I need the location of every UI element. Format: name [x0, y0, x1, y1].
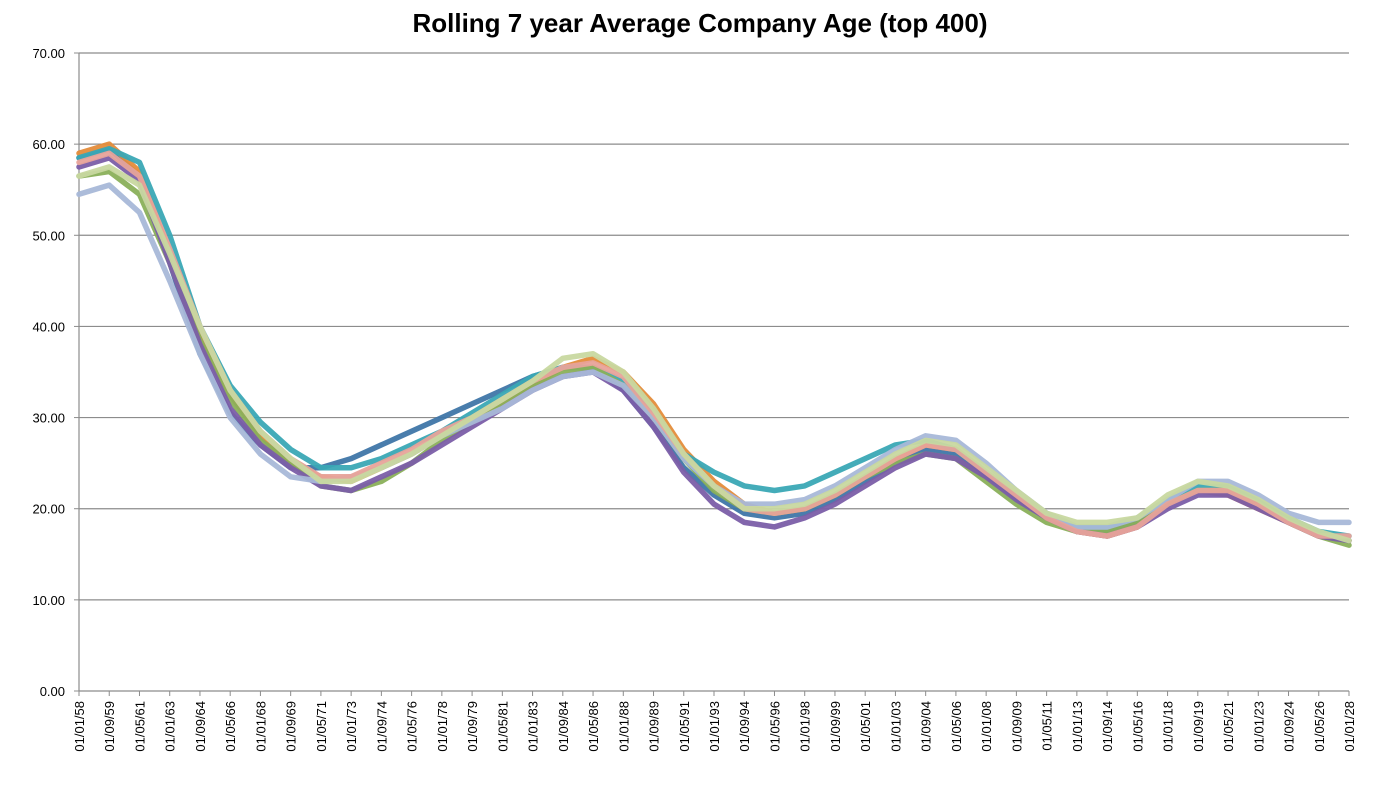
x-tick-label: 01/01/78	[435, 701, 450, 752]
series-line	[76, 168, 1352, 548]
y-tick-label: 0.00	[40, 684, 65, 699]
series-line	[76, 182, 1352, 530]
x-tick-label: 01/09/94	[737, 701, 752, 752]
x-tick-label: 01/05/96	[767, 701, 782, 752]
y-tick-label: 70.00	[32, 46, 65, 61]
x-tick-label: 01/01/68	[253, 701, 268, 752]
y-tick-label: 30.00	[32, 411, 65, 426]
x-tick-label: 01/05/61	[132, 701, 147, 752]
series-line	[76, 141, 1352, 544]
x-tick-label: 01/05/26	[1312, 701, 1327, 752]
x-tick-label: 01/09/64	[193, 701, 208, 752]
x-tick-label: 01/05/11	[1040, 701, 1055, 751]
x-tick-label: 01/01/08	[979, 701, 994, 752]
x-tick-label: 01/01/88	[616, 701, 631, 752]
x-tick-label: 01/09/24	[1282, 701, 1297, 752]
x-tick-label: 01/05/76	[405, 701, 420, 752]
x-tick-label: 01/01/98	[798, 701, 813, 752]
x-tick-label: 01/01/28	[1342, 701, 1357, 752]
x-tick-label: 01/05/01	[858, 701, 873, 752]
x-tick-label: 01/09/04	[919, 701, 934, 752]
x-tick-label: 01/09/89	[647, 701, 662, 752]
y-tick-labels: 0.00 10.00 20.00 30.00 40.00 50.00 60.00 70.00	[32, 46, 65, 699]
x-tick-label: 01/09/59	[102, 701, 117, 752]
y-tick-label: 20.00	[32, 502, 65, 517]
x-tick-label: 01/09/99	[828, 701, 843, 752]
x-tick-label: 01/01/73	[344, 701, 359, 752]
x-tick-label: 01/01/93	[707, 701, 722, 752]
y-tick-label: 10.00	[32, 593, 65, 608]
x-tick-label: 01/09/69	[284, 701, 299, 752]
chart-title: Rolling 7 year Average Company Age (top …	[412, 8, 988, 38]
x-tick-label: 01/09/79	[465, 701, 480, 752]
x-tick-label: 01/05/86	[586, 701, 601, 752]
series-lines	[76, 141, 1352, 548]
x-tick-label: 01/01/83	[526, 701, 541, 752]
x-tick-label: 01/05/71	[314, 701, 329, 752]
x-tick-label: 01/05/66	[223, 701, 238, 752]
x-tick-label: 01/01/18	[1161, 701, 1176, 752]
x-tick-label: 01/09/09	[1009, 701, 1024, 752]
x-tick-label: 01/09/84	[556, 701, 571, 752]
x-tick-label: 01/01/23	[1251, 701, 1266, 752]
x-tick-label: 01/09/74	[374, 701, 389, 752]
gridlines	[79, 52, 1349, 601]
y-tick-label: 40.00	[32, 319, 65, 334]
x-tick-label: 01/01/58	[72, 701, 87, 752]
x-tick-label: 01/09/14	[1100, 701, 1115, 752]
x-tick-label: 01/05/81	[495, 701, 510, 752]
y-tick-label: 50.00	[32, 228, 65, 243]
x-tick-label: 01/01/13	[1070, 701, 1085, 752]
x-tick-label: 01/05/91	[677, 701, 692, 752]
y-tick-label: 60.00	[32, 137, 65, 152]
x-tick-label: 01/05/21	[1221, 701, 1236, 752]
x-tick-labels: 01/01/58 01/09/59 01/05/61 01/01/63 01/09/64…	[72, 701, 1357, 752]
x-tick-label: 01/01/03	[888, 701, 903, 752]
x-tick-label: 01/09/19	[1191, 701, 1206, 752]
x-tick-label: 01/01/63	[163, 701, 178, 752]
series-line	[76, 164, 1352, 544]
x-tick-label: 01/05/06	[949, 701, 964, 752]
x-tick-label: 01/05/16	[1130, 701, 1145, 752]
